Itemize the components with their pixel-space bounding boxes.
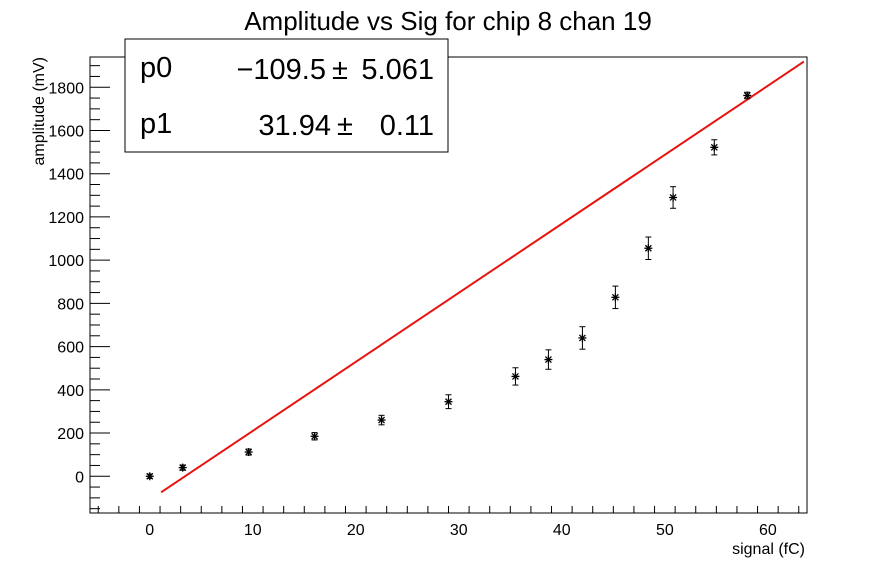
data-point: [444, 394, 453, 410]
stats-p0-pm: ±: [332, 54, 348, 86]
y-tick-label: 1000: [48, 253, 84, 270]
x-tick-label: 50: [656, 522, 674, 539]
stats-p0-value: −109.5: [236, 54, 326, 86]
y-tick-label: 1200: [48, 210, 84, 227]
data-point: [377, 414, 386, 426]
x-tick-label: 0: [145, 522, 154, 539]
asterisk-marker-stroke: [245, 448, 253, 456]
chart-title: Amplitude vs Sig for chip 8 chan 19: [244, 6, 652, 36]
y-tick-label: 800: [57, 296, 84, 313]
y-tick-label: 200: [57, 426, 84, 443]
fit-line-layer: [160, 60, 805, 494]
data-point: [669, 186, 678, 209]
asterisk-marker-stroke: [578, 334, 586, 342]
stats-p1-value: 31.94: [258, 110, 331, 142]
data-point: [578, 326, 587, 350]
data-point: [710, 139, 719, 156]
asterisk-marker-stroke: [445, 398, 452, 406]
asterisk-marker-stroke: [311, 432, 319, 440]
x-tick-label: 10: [244, 522, 262, 539]
data-point: [611, 285, 620, 310]
stats-p0-error: 5.061: [361, 54, 434, 86]
stats-p1-error: 0.11: [380, 110, 434, 142]
data-point: [544, 349, 553, 370]
stats-box: p0 −109.5 ± 5.061 p1 31.94 ± 0.11: [124, 38, 449, 153]
y-axis-ticks: 0 200 400 600 800 1000 1200 1400 1600 1800: [48, 65, 110, 510]
asterisk-marker-stroke: [146, 472, 154, 480]
y-tick-label: 400: [57, 383, 84, 400]
stats-p1-pm: ±: [337, 110, 353, 142]
y-axis-label: amplitude (mV): [31, 57, 48, 165]
asterisk-marker-stroke: [611, 293, 619, 301]
data-point: [644, 236, 653, 260]
data-point: [743, 91, 752, 100]
stats-p0-name: p0: [140, 52, 172, 84]
y-tick-label: 1800: [48, 80, 84, 97]
stats-p1-name: p1: [140, 108, 172, 140]
data-point: [511, 367, 520, 386]
x-tick-label: 60: [759, 522, 777, 539]
asterisk-marker-stroke: [544, 356, 552, 364]
data-point: [244, 448, 253, 457]
asterisk-marker-stroke: [743, 92, 751, 99]
x-axis-label: signal (fC): [732, 541, 805, 558]
stats-box-frame: [124, 38, 449, 153]
asterisk-marker-stroke: [710, 143, 718, 151]
fit-line: [160, 60, 805, 494]
data-point: [178, 463, 187, 472]
y-tick-label: 600: [57, 340, 84, 357]
data-point: [310, 432, 319, 441]
y-tick-label: 1400: [48, 167, 84, 184]
asterisk-marker-stroke: [644, 244, 652, 252]
x-axis-ticks: 0 10 20 30 40 50 60: [97, 506, 800, 539]
x-tick-label: 30: [450, 522, 468, 539]
asterisk-marker-stroke: [179, 464, 187, 472]
asterisk-marker-stroke: [512, 372, 519, 380]
data-point: [145, 472, 154, 481]
x-tick-label: 20: [347, 522, 365, 539]
asterisk-marker-stroke: [669, 194, 677, 201]
data-points-layer: [145, 91, 752, 481]
asterisk-marker-stroke: [378, 416, 385, 424]
y-tick-label: 0: [75, 469, 84, 486]
x-tick-label: 40: [553, 522, 571, 539]
y-tick-label: 1600: [48, 123, 84, 140]
